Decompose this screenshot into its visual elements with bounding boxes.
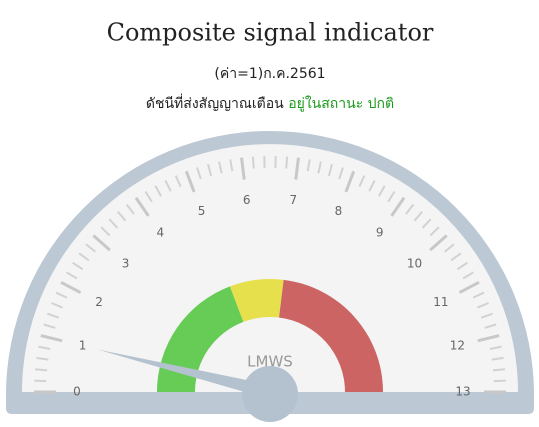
minor-tick bbox=[421, 218, 432, 229]
minor-tick bbox=[85, 243, 96, 253]
needle bbox=[97, 349, 272, 399]
minor-tick bbox=[493, 379, 506, 383]
minor-tick bbox=[174, 175, 182, 188]
minor-tick bbox=[377, 185, 386, 197]
major-tick bbox=[477, 334, 500, 343]
minor-tick bbox=[413, 210, 423, 222]
tick-label: 0 bbox=[73, 385, 81, 399]
major-tick bbox=[294, 157, 300, 180]
major-tick bbox=[184, 170, 196, 193]
minor-tick bbox=[489, 345, 502, 350]
gauge-face bbox=[22, 144, 518, 392]
minor-tick bbox=[480, 312, 493, 319]
minor-tick bbox=[125, 203, 135, 215]
minor-tick bbox=[338, 167, 344, 180]
tick-label: 4 bbox=[157, 226, 165, 240]
minor-tick bbox=[43, 323, 56, 329]
tick-label: 7 bbox=[289, 193, 297, 207]
minor-tick bbox=[35, 368, 48, 372]
major-tick bbox=[240, 157, 246, 180]
minor-tick bbox=[327, 164, 333, 177]
tick-label: 13 bbox=[455, 385, 470, 399]
minor-tick bbox=[251, 156, 255, 169]
minor-tick bbox=[472, 291, 485, 299]
major-tick bbox=[390, 196, 406, 217]
minor-tick bbox=[100, 226, 111, 237]
tick-label: 1 bbox=[79, 338, 87, 352]
major-tick bbox=[92, 234, 111, 252]
minor-tick bbox=[306, 159, 311, 172]
minor-tick bbox=[229, 159, 234, 172]
tick-label: 9 bbox=[376, 226, 384, 240]
tick-label: 10 bbox=[407, 257, 422, 271]
tick-label: 12 bbox=[450, 338, 465, 352]
chart-subtitle: (ค่า=1)ก.ค.2561 bbox=[214, 66, 325, 82]
major-tick bbox=[134, 196, 150, 217]
minor-tick bbox=[196, 167, 202, 180]
major-tick bbox=[458, 280, 480, 294]
minor-tick bbox=[456, 261, 468, 271]
minor-tick bbox=[47, 312, 60, 319]
tick-label: 8 bbox=[335, 204, 343, 218]
minor-tick bbox=[491, 356, 504, 361]
minor-tick bbox=[117, 210, 127, 222]
minor-tick bbox=[462, 271, 474, 280]
center-label: LMWS bbox=[247, 353, 293, 371]
minor-tick bbox=[108, 218, 119, 229]
minor-tick bbox=[66, 271, 78, 280]
minor-tick bbox=[36, 356, 49, 361]
minor-tick bbox=[164, 180, 172, 192]
minor-tick bbox=[450, 252, 462, 262]
tick-label: 2 bbox=[95, 295, 103, 309]
minor-tick bbox=[492, 368, 505, 372]
major-tick bbox=[40, 334, 63, 343]
minor-tick bbox=[484, 323, 497, 329]
minor-tick bbox=[368, 180, 376, 192]
major-tick bbox=[60, 280, 82, 294]
minor-tick bbox=[444, 243, 455, 253]
tick-label: 3 bbox=[122, 257, 130, 271]
gauge-band bbox=[279, 279, 383, 392]
major-tick bbox=[429, 234, 448, 252]
minor-tick bbox=[207, 164, 213, 177]
minor-tick bbox=[387, 190, 396, 203]
minor-tick bbox=[358, 175, 366, 188]
minor-tick bbox=[55, 291, 68, 299]
major-tick bbox=[344, 170, 356, 193]
minor-tick bbox=[34, 379, 47, 383]
status-text: อยู่ในสถานะ ปกติ bbox=[288, 95, 394, 112]
chart-title: Composite signal indicator bbox=[107, 19, 434, 47]
minor-tick bbox=[405, 203, 415, 215]
gauge-band bbox=[157, 286, 244, 392]
minor-tick bbox=[144, 190, 153, 203]
minor-tick bbox=[38, 345, 51, 350]
minor-tick bbox=[72, 261, 84, 271]
minor-tick bbox=[78, 252, 90, 262]
gauge-band bbox=[229, 279, 284, 322]
needle-pivot bbox=[242, 366, 298, 422]
annotation: ดัชนีที่ส่งสัญญาณเตือน อยู่ในสถานะ ปกติ bbox=[146, 94, 394, 112]
minor-tick bbox=[154, 185, 163, 197]
tick-label: 5 bbox=[198, 204, 206, 218]
tick-label: 11 bbox=[433, 295, 448, 309]
minor-tick bbox=[429, 226, 440, 237]
tick-label: 6 bbox=[243, 193, 251, 207]
annotation-text: ดัชนีที่ส่งสัญญาณเตือน bbox=[146, 94, 284, 112]
minor-tick bbox=[218, 161, 223, 174]
minor-tick bbox=[51, 302, 63, 309]
minor-tick bbox=[477, 302, 489, 309]
minor-tick bbox=[285, 156, 289, 169]
minor-tick bbox=[317, 161, 322, 174]
